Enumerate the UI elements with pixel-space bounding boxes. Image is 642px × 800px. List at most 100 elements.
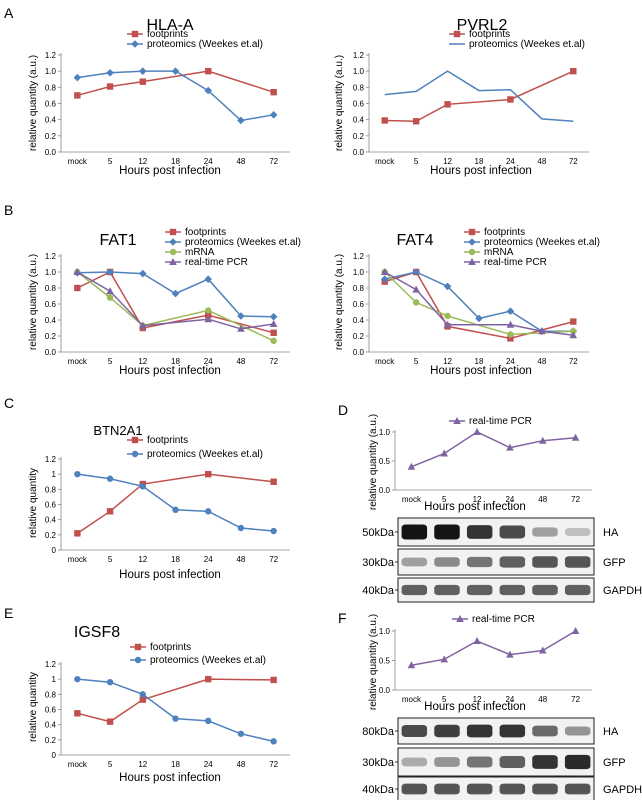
x-tick-label: 24 (506, 357, 515, 366)
x-tick-label: 12 (443, 157, 452, 166)
data-point-proteomics (475, 314, 483, 323)
data-point-proteomics (237, 312, 245, 320)
data-point-rtpcr (538, 436, 547, 444)
series-line-rtpcr (76, 271, 274, 330)
data-point-proteomics (270, 527, 277, 535)
legend-label-proteomics: proteomics (Weekes et.al) (147, 39, 263, 50)
y-axis-label: relative quantity (a.u.) (368, 414, 379, 510)
series-line-footprints (76, 473, 274, 534)
data-point-rtpcr (138, 321, 147, 329)
data-point-proteomics (172, 715, 179, 722)
data-point-proteomics (73, 73, 82, 82)
blot-band (532, 556, 558, 568)
legend-label-footprints: footprints (185, 227, 226, 238)
y-tick-label: 1 (52, 675, 57, 684)
data-point-rtpcr (440, 655, 449, 663)
data-point-proteomics (270, 738, 277, 745)
legend-marker-footprints (169, 228, 177, 236)
x-tick-label: mock (375, 157, 395, 166)
legend-marker-rtpcr (169, 258, 177, 265)
y-tick-label: 0.4 (45, 516, 57, 525)
blot-band (434, 557, 460, 567)
y-tick-label: 0.8 (45, 485, 57, 494)
x-tick-label: 12 (138, 357, 147, 366)
data-point-proteomics (74, 675, 81, 683)
y-tick-label: 0 (52, 751, 57, 760)
data-point-proteomics (412, 268, 420, 276)
blot-band (401, 783, 428, 795)
data-point-proteomics (443, 282, 452, 291)
y-tick-label: 0.6 (353, 300, 365, 309)
legend-label-proteomics: proteomics (Weekes et.al) (484, 237, 600, 248)
x-tick-label: 18 (475, 357, 484, 366)
y-tick-label: 1.0 (353, 67, 365, 76)
data-point-footprints (507, 335, 514, 342)
y-axis-label: relative quantity (28, 468, 39, 538)
blot-band (401, 524, 428, 540)
x-tick-label: 24 (204, 357, 213, 366)
y-tick-label: 0.0 (353, 348, 365, 357)
x-tick-label: 5 (108, 555, 113, 564)
y-axis-label: relative quantity (a.u.) (28, 254, 39, 350)
y-tick-label: 0.8 (45, 690, 57, 699)
x-tick-label: 72 (269, 555, 278, 564)
blot-band (466, 783, 493, 795)
data-point-footprints (139, 78, 146, 85)
blot-band (499, 556, 526, 568)
x-tick-label: 48 (538, 695, 547, 704)
data-point-rtpcr (506, 443, 514, 451)
series-line-proteomics (77, 678, 274, 743)
data-point-proteomics (139, 483, 146, 490)
blot-band (434, 524, 460, 540)
x-tick-label: 18 (171, 760, 180, 769)
y-tick-label: 1.2 (45, 660, 57, 669)
y-tick-label: 1.0 (379, 428, 391, 437)
y-tick-label: 0.0 (45, 148, 57, 157)
x-tick-label: 24 (505, 495, 514, 504)
y-tick-label: 0.2 (45, 531, 57, 540)
legend-marker-proteomics (131, 450, 139, 458)
y-tick-label: 0.2 (45, 332, 57, 341)
blot-band (434, 724, 460, 738)
x-tick-label: 24 (506, 157, 515, 166)
western-blot-d: 50kDa HA 30kDa GFP 40kDa GAPDH (362, 517, 642, 603)
x-tick-label: 12 (443, 357, 452, 366)
y-tick-label: 0.0 (379, 686, 391, 695)
y-axis-label: relative quantity (a.u.) (368, 614, 379, 710)
data-point-rtpcr (538, 646, 547, 654)
x-tick-label: mock (402, 695, 422, 704)
x-tick-label: 18 (475, 157, 484, 166)
y-tick-label: 0.2 (45, 736, 57, 745)
blot-band (434, 783, 460, 795)
legend-label-mrna: mRNA (484, 247, 514, 258)
data-point-rtpcr (204, 315, 213, 323)
x-tick-label: mock (68, 157, 88, 166)
x-tick-label: 48 (236, 157, 245, 166)
y-tick-label: 1.2 (45, 51, 57, 60)
series-line-rtpcr (411, 630, 576, 666)
data-point-proteomics (138, 269, 147, 278)
blot-strip-GAPDH (397, 776, 595, 800)
y-axis-label: relative quantity (a.u.) (28, 55, 39, 151)
x-axis-label: Hours post infection (430, 165, 532, 177)
blot-band (499, 756, 526, 768)
y-tick-label: 0.5 (379, 457, 391, 466)
data-point-footprints (139, 696, 146, 703)
chart-title: HLA-A (146, 17, 193, 34)
blot-protein-label: HA (603, 527, 619, 539)
data-point-footprints (270, 478, 277, 485)
x-tick-label: 24 (505, 695, 514, 704)
data-point-mrna (205, 307, 212, 314)
x-axis-label: Hours post infection (424, 701, 526, 713)
series-line-rtpcr (384, 271, 574, 336)
x-tick-label: 72 (269, 357, 278, 366)
data-point-rtpcr (237, 324, 245, 332)
legend-label-footprints: footprints (147, 435, 188, 446)
data-point-proteomics (237, 730, 245, 737)
data-point-rtpcr (506, 320, 515, 328)
series-line-proteomics (384, 70, 574, 123)
chart-title: PVRL2 (457, 17, 508, 34)
data-point-proteomics (106, 68, 114, 77)
legend-marker-mrna (468, 248, 476, 256)
y-tick-label: 0.8 (45, 83, 57, 92)
